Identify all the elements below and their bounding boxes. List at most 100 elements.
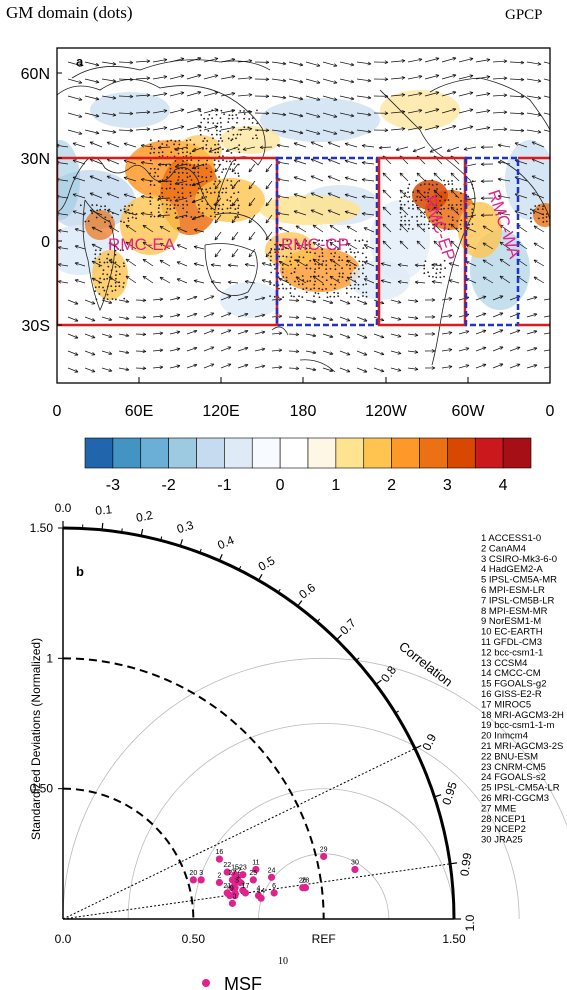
model-point: [236, 878, 244, 887]
model-point-label: 28: [302, 878, 310, 885]
region-label-rmc-ea: RMC-EA: [108, 235, 176, 254]
colorbar-bin: [419, 437, 448, 469]
lon-tick-label: 60E: [125, 403, 153, 420]
lon-tick-label: 180: [290, 403, 317, 420]
map-content: RMC-EA RMC-CP RMC-EP RMC-WA: [57, 57, 550, 373]
model-point: [249, 876, 257, 884]
corr-tick-label: 0.9: [419, 731, 439, 752]
model-point-label: 17: [242, 883, 250, 890]
colorbar-tick-label: -3: [106, 477, 120, 494]
corr-tick-label: 0.3: [175, 518, 195, 536]
model-point: [320, 852, 328, 861]
model-legend-item: 14 CMCC-CM: [481, 668, 541, 679]
model-point-label: 19: [226, 886, 234, 893]
colorbar-bin: [335, 437, 365, 469]
model-point: [228, 899, 237, 907]
model-point: [197, 876, 205, 884]
model-point: [189, 876, 197, 884]
model-point-label: 30: [351, 859, 359, 866]
model-legend-item: 12 bcc-csm1-1: [481, 647, 543, 658]
model-legend-item: 22 BNU-ESM: [481, 751, 538, 762]
model-point-label: 26: [299, 878, 307, 885]
model-legend-item: 21 MRI-AGCM3-2S: [481, 741, 563, 752]
colorbar-bin: [84, 437, 114, 469]
model-point-label: 27: [229, 870, 237, 877]
model-point-label: 20: [189, 870, 197, 877]
model-point-label: 21: [223, 883, 231, 890]
corr-tick-label: 0.7: [337, 616, 359, 638]
model-legend-item: 20 Inmcm4: [481, 731, 528, 742]
colorbar-bin: [391, 437, 420, 469]
model-legend-item: 10 EC-EARTH: [481, 627, 543, 638]
colorbar-bin: [196, 437, 225, 469]
model-legend-item: 25 IPSL-CM5A-LR: [481, 783, 560, 794]
model-point-label: 14: [257, 888, 265, 895]
region-box-rmc-cp: [275, 156, 379, 327]
lat-tick-label: 60N: [21, 66, 50, 83]
corr-tick-label: 0.2: [135, 508, 154, 525]
model-point-label: 22: [223, 862, 231, 869]
region-label-rmc-cp: RMC-CP: [281, 235, 349, 254]
model-point-label: 23: [239, 865, 247, 872]
std-tick-label-y: 0.50: [30, 782, 54, 796]
model-point: [257, 894, 265, 902]
panel-a-label: a: [76, 54, 84, 69]
colorbar-bin: [279, 437, 309, 469]
model-legend-item: 7 IPSL-CM5B-LR: [481, 595, 555, 606]
colorbar-tick-label: 0: [276, 477, 285, 494]
taylor-ylabel: Standardized Deviations (Normalized): [29, 638, 43, 840]
lat-tick-label: 0: [41, 234, 50, 251]
model-point: [270, 889, 278, 897]
lon-tick-label: 120W: [365, 403, 408, 420]
model-legend-item: 23 CNRM-CM5: [481, 762, 546, 773]
model-legend-item: 8 MPI-ESM-MR: [481, 606, 548, 617]
model-legend-item: 28 NCEP1: [481, 814, 526, 825]
model-point: [239, 871, 247, 879]
model-legend-item: 18 MRI-AGCM3-2H: [481, 710, 564, 721]
legend-marker-label: MSF: [224, 974, 262, 990]
model-point: [228, 876, 237, 884]
colorbar: -3 -2 -1 0 1 2 3 4: [84, 437, 532, 494]
std-tick-label-y: 1: [46, 651, 53, 665]
region-box-rmc-wa: [464, 156, 520, 327]
model-point-label: 4: [257, 886, 261, 893]
model-legend-item: 5 IPSL-CM5A-MR: [481, 575, 557, 586]
colorbar-tick-label: -1: [217, 477, 231, 494]
model-legend-item: 17 MIROC5: [481, 699, 531, 710]
model-point-label: 3: [199, 870, 203, 877]
model-point-label: 2: [217, 873, 221, 880]
colorbar-tick-label: 1: [331, 477, 340, 494]
model-legend-item: 2 CanAM4: [481, 543, 526, 554]
model-legend-item: 16 GISS-E2-R: [481, 689, 542, 700]
model-legend-item: 3 CSIRO-Mk3-6-0: [481, 554, 557, 565]
panel-b-label: b: [76, 564, 84, 579]
colorbar-bin: [140, 437, 169, 469]
model-point: [267, 873, 276, 881]
corr-tick-label: 0.4: [215, 533, 236, 553]
legend-marker: [202, 979, 210, 987]
model-point: [252, 865, 260, 874]
map-axes: 60N 30N 0 30S 0 60E 120E 180 120W 60W 0: [21, 66, 555, 420]
model-point: [351, 865, 359, 874]
model-point-label: 15: [231, 865, 239, 872]
colorbar-bin: [447, 437, 476, 469]
corr-tick-label: 1.0: [463, 914, 477, 931]
model-point-label: 6: [272, 883, 276, 890]
colorbar-bin: [502, 437, 532, 469]
panel-a-title: GM domain (dots): [6, 3, 133, 22]
model-legend-item: 11 GFDL-CM3: [481, 637, 542, 648]
model-point: [215, 878, 223, 887]
corr-line: [62, 748, 416, 920]
colorbar-bin: [474, 437, 504, 469]
colorbar-bin: [224, 437, 253, 469]
rmsd-arc: [127, 723, 520, 920]
model-point: [301, 884, 310, 892]
colorbar-bin: [363, 437, 392, 469]
model-legend-item: 26 MRI-CGCM3: [481, 793, 549, 804]
std-tick-label-x: 0.0: [55, 932, 72, 946]
model-legend-item: 13 CCSM4: [481, 658, 527, 669]
map-panel: RMC-EA RMC-CP RMC-EP RMC-WA a 60N 30N 0 30S…: [21, 47, 555, 420]
model-legend-item: 29 NCEP2: [481, 824, 526, 835]
